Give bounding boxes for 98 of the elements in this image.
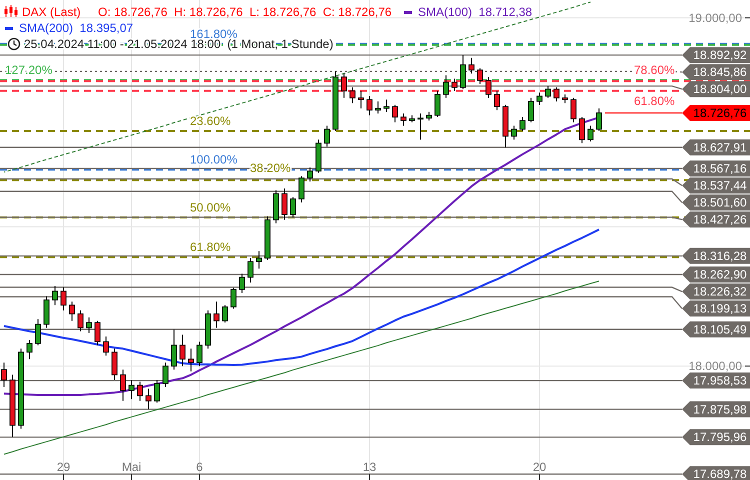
ref-line-label: 18.627,91 [693,140,748,154]
candlestick [452,78,458,92]
candlestick [112,348,118,381]
ref-line-label: 17.958,53 [693,374,748,388]
candlestick [460,54,466,90]
candlestick [120,369,126,402]
chart-title: DAX (Last) [22,5,81,19]
ref-line-label: 18.537,44 [693,178,748,193]
candlestick [570,97,576,123]
candlestick [392,104,398,123]
candlestick [1,362,7,388]
ref-line-label: 18.316,28 [693,248,748,263]
candlestick [511,125,517,140]
annotation: 127.20% [5,63,53,78]
candlestick [180,334,186,367]
ref-line-label: 18.804,00 [693,82,748,96]
candlestick [162,362,168,388]
candlestick [146,388,152,410]
candlestick [596,108,602,132]
annotation: 50.00% [190,200,232,214]
candlestick [366,96,372,116]
annotation: 61.80% [190,240,232,254]
annotation: 78.60% [634,63,676,78]
candlestick [400,113,406,126]
candlestick [290,196,296,218]
candlestick [434,90,440,118]
y-tick-label: 18.000,00 [688,359,742,374]
y-tick-label: 19.000,00 [688,10,742,25]
x-tick-label: 20 [532,460,546,474]
candlestick [248,258,254,283]
candlestick [528,97,534,123]
candlestick [103,336,109,356]
x-tick-label: 29 [56,460,70,474]
candlestick [239,273,245,294]
candlestick [282,188,288,220]
candlestick [69,301,75,322]
annotation: 61.80% [634,94,676,108]
candlestick [358,90,364,109]
annotation: O: 18.726,76 H: 18.726,76 L: 18.726,76 C: 18.726,76 [98,5,392,19]
line-series [4,280,600,455]
line-series [4,2,591,173]
ref-line-label: 18.501,60 [693,196,748,210]
candlestick [94,320,100,346]
ref-line-label: 18.199,13 [693,302,748,316]
ref-line-label: 18.226,32 [693,284,748,299]
candlestick [554,86,560,102]
candlestick [26,339,32,360]
ref-line-label: 18.567,16 [693,162,748,176]
candlestick [60,286,66,311]
candlestick [384,99,390,112]
candlestick [418,113,424,140]
candlestick [35,318,41,346]
candlestick [52,285,58,306]
candlestick [137,381,143,402]
candlestick [196,341,202,367]
ref-line-label: 18.726,76 [693,106,748,120]
annotation: 100.00% [190,152,238,167]
candlestick [171,329,177,370]
ref-line-label: 18.427,26 [693,212,748,227]
candlestick [324,125,330,148]
candlestick [443,74,449,98]
candlestick [477,68,483,84]
x-tick-label: Mai [122,460,142,474]
candlestick [298,176,304,203]
candlestick [341,73,347,98]
candlestick [256,250,262,270]
ref-line-label: 18.845,86 [693,65,748,80]
legend-label: SMA(200) 18.395,07 [19,21,134,35]
candlestick [588,125,594,142]
candlestick [188,348,194,372]
candlestick [86,316,92,334]
candlestick [214,301,220,328]
x-tick-label: 13 [362,460,376,474]
ref-line-label: 18.105,49 [693,322,748,336]
candlestick [375,100,381,114]
ref-line-label: 17.875,98 [693,402,748,416]
candlestick [536,92,542,106]
legend-label: SMA(100) 18.712,38 [418,5,532,19]
line-series [3,228,600,366]
candlestick [468,57,474,74]
candlestick [520,116,526,132]
annotation: 23.60% [190,114,232,128]
candlestick [307,167,313,182]
candlestick [494,90,500,111]
candlestick [486,76,492,98]
ref-line-label: 18.262,90 [693,268,748,282]
candlestick [154,380,160,404]
candlestick [579,116,585,144]
candlestick [222,304,228,324]
candlestick [545,86,551,98]
x-tick-label: 6 [196,460,204,474]
ref-line-label: 17.689,78 [693,467,748,480]
ref-line-label: 17.795,96 [693,430,748,444]
candlestick [128,380,134,400]
candlestick [350,86,356,104]
candlestick [78,310,84,332]
candlestick [230,287,236,310]
ref-line-label: 18.892,92 [693,48,748,62]
